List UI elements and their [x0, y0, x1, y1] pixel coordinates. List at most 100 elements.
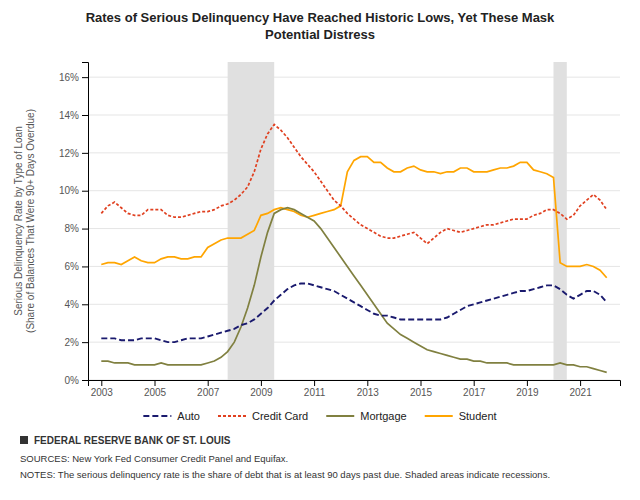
legend-label: Mortgage: [360, 410, 406, 422]
tick-mark: [261, 380, 262, 386]
x-tick: 2003: [91, 380, 114, 398]
annotations: FEDERAL RESERVE BANK OF ST. LOUIS SOURCES…: [20, 435, 550, 480]
y-tick: 8%: [65, 223, 88, 234]
legend-swatch: [425, 415, 453, 417]
annotation: SOURCES: New York Fed Consumer Credit Pa…: [20, 453, 288, 464]
series-line: [101, 283, 606, 342]
y-axis-label-line: (Share of Balances That Were 90+ Days Ov…: [25, 109, 36, 333]
grid-line: [88, 304, 620, 305]
tick-mark: [82, 153, 88, 154]
y-tick: 2%: [65, 337, 88, 348]
title: Rates of Serious Delinquency Have Reache…: [86, 10, 555, 42]
data: [101, 62, 606, 380]
x-tick: 2005: [144, 380, 167, 398]
x-tick: 2015: [410, 380, 433, 398]
title-line: Rates of Serious Delinquency Have Reache…: [86, 10, 555, 25]
tick-mark: [314, 380, 315, 386]
y-tick: 10%: [59, 185, 88, 196]
x-tick: 2013: [357, 380, 380, 398]
tick-label: 12%: [59, 148, 79, 159]
tick-mark: [101, 380, 102, 386]
y-axis: 0% 2% 4% 6% 8% 10% 12% 14% 16%: [59, 63, 89, 386]
tick-label: 2015: [410, 387, 433, 398]
tick-mark: [527, 380, 528, 386]
tick-label: 2019: [516, 387, 539, 398]
tick-mark: [82, 266, 88, 267]
tick-mark: [82, 229, 88, 230]
tick-mark: [82, 191, 88, 192]
y-tick: 12%: [59, 148, 88, 159]
grid-line: [88, 266, 620, 267]
tick-label: 2013: [357, 387, 380, 398]
tick-mark: [82, 77, 88, 78]
grid-line: [88, 152, 620, 153]
tick-mark: [208, 380, 209, 386]
tick-mark: [82, 380, 88, 381]
y-axis-label-line: Serious Delinquency Rate by Type of Loan: [13, 126, 24, 315]
tick-label: 14%: [59, 110, 79, 121]
tick-label: 16%: [59, 72, 79, 83]
tick-label: 0%: [65, 375, 80, 386]
tick-label: 2017: [463, 387, 486, 398]
x-tick: 2007: [197, 380, 220, 398]
tick-label: 2007: [197, 387, 220, 398]
tick-label: 2005: [144, 387, 167, 398]
x-tick: 2009: [250, 380, 273, 398]
tick-mark: [82, 115, 88, 116]
x-tick: 2017: [463, 380, 486, 398]
tick-label: 10%: [59, 185, 79, 196]
y-tick: 4%: [65, 299, 88, 310]
tick-mark: [82, 304, 88, 305]
tick-mark: [474, 380, 475, 386]
annotation: NOTES: The serious delinquency rate is t…: [20, 469, 550, 480]
tick-label: 2003: [91, 387, 114, 398]
series-line: [101, 208, 606, 373]
grid-line: [88, 190, 620, 191]
legend: Auto Credit Card Mortgage Student: [143, 410, 496, 422]
y-tick: 0%: [65, 375, 88, 386]
legend-label: Auto: [177, 410, 200, 422]
recession-shade: [228, 62, 275, 380]
legend-swatch: [218, 415, 246, 417]
grid-line: [88, 115, 620, 116]
x-axis: 2003 2005 2007 2009 2011 2013 2015 2017 2019 2021: [89, 380, 621, 398]
tick-label: 2021: [569, 387, 592, 398]
tick-label: 8%: [65, 223, 80, 234]
tick-mark: [580, 380, 581, 386]
tick-label: 2009: [250, 387, 273, 398]
annotation: FEDERAL RESERVE BANK OF ST. LOUIS: [34, 435, 231, 446]
chart: Rates of Serious Delinquency Have Reache…: [0, 0, 640, 500]
tick-mark: [82, 342, 88, 343]
tick-mark: [421, 380, 422, 386]
tick-label: 6%: [65, 261, 80, 272]
x-tick: 2019: [516, 380, 539, 398]
title-line: Potential Distress: [265, 27, 375, 42]
legend-swatch: [143, 415, 171, 417]
legend-item: Mortgage: [326, 410, 406, 422]
x-axis-line: [89, 381, 621, 387]
tick-label: 4%: [65, 299, 80, 310]
grid-line: [88, 228, 620, 229]
legend-label: Credit Card: [252, 410, 308, 422]
tick-mark: [155, 380, 156, 386]
y-axis-line: [82, 63, 89, 381]
legend-item: Credit Card: [218, 410, 308, 422]
legend-label: Student: [459, 410, 497, 422]
x-tick: 2011: [304, 380, 326, 398]
y-axis-label: Serious Delinquency Rate by Type of Loan…: [13, 109, 36, 333]
bullet: [20, 436, 28, 444]
grid: [88, 77, 620, 380]
recession-shade: [554, 62, 567, 380]
legend-swatch: [326, 415, 354, 417]
grid-line: [88, 77, 620, 78]
legend-item: Auto: [143, 410, 200, 422]
x-tick: 2021: [569, 380, 592, 398]
tick-label: 2%: [65, 337, 80, 348]
tick-mark: [367, 380, 368, 386]
series-line: [101, 124, 606, 243]
y-tick: 16%: [59, 72, 88, 83]
plot-area: 2003 2005 2007 2009 2011 2013 2015 2017 2019 2021…: [59, 62, 621, 398]
tick-label: 2011: [304, 387, 326, 398]
legend-item: Student: [425, 410, 497, 422]
y-tick: 6%: [65, 261, 88, 272]
